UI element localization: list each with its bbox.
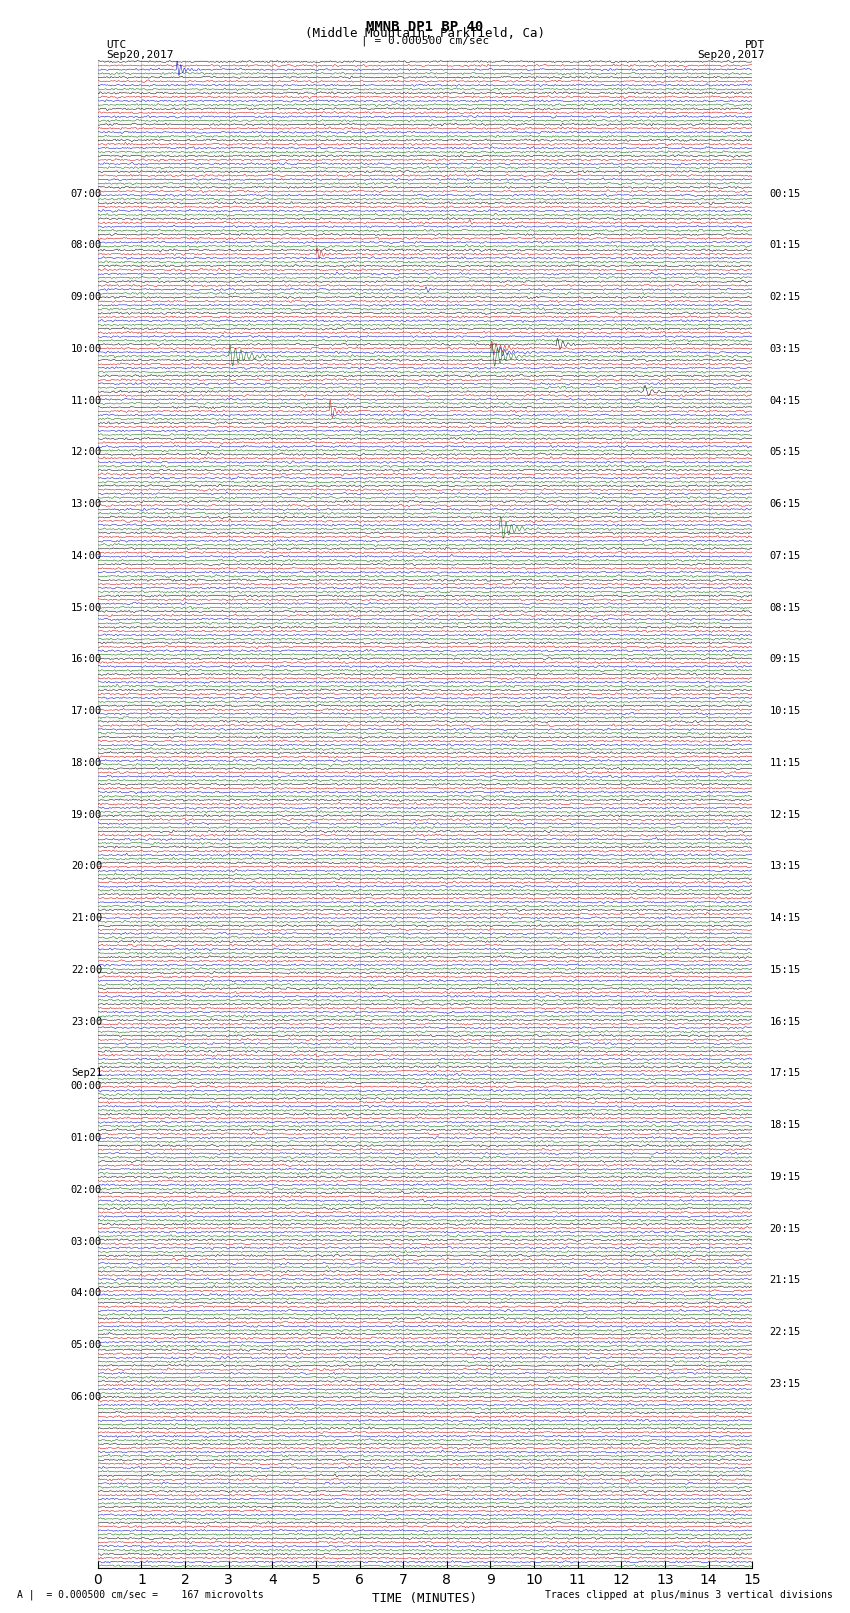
Text: 21:15: 21:15 [769, 1276, 801, 1286]
Text: 01:15: 01:15 [769, 240, 801, 250]
Text: 18:00: 18:00 [71, 758, 102, 768]
Text: 08:15: 08:15 [769, 603, 801, 613]
Text: 00:00: 00:00 [71, 1081, 102, 1092]
Text: 04:00: 04:00 [71, 1289, 102, 1298]
Text: Sep21: Sep21 [71, 1068, 102, 1079]
Text: 22:15: 22:15 [769, 1327, 801, 1337]
Text: MMNB DP1 BP 40: MMNB DP1 BP 40 [366, 19, 484, 34]
Text: 11:00: 11:00 [71, 395, 102, 405]
Text: 19:15: 19:15 [769, 1171, 801, 1182]
Text: 16:15: 16:15 [769, 1016, 801, 1026]
Text: 15:00: 15:00 [71, 603, 102, 613]
Text: Sep20,2017: Sep20,2017 [698, 50, 765, 60]
Text: 14:15: 14:15 [769, 913, 801, 923]
Text: 00:15: 00:15 [769, 189, 801, 198]
Text: 22:00: 22:00 [71, 965, 102, 974]
Text: 07:15: 07:15 [769, 550, 801, 561]
Text: 17:15: 17:15 [769, 1068, 801, 1079]
X-axis label: TIME (MINUTES): TIME (MINUTES) [372, 1592, 478, 1605]
Text: 13:00: 13:00 [71, 498, 102, 510]
Text: 14:00: 14:00 [71, 550, 102, 561]
Text: 18:15: 18:15 [769, 1119, 801, 1131]
Text: 05:00: 05:00 [71, 1340, 102, 1350]
Text: 20:15: 20:15 [769, 1224, 801, 1234]
Text: Sep20,2017: Sep20,2017 [106, 50, 173, 60]
Text: 17:00: 17:00 [71, 706, 102, 716]
Text: 06:15: 06:15 [769, 498, 801, 510]
Text: 12:00: 12:00 [71, 447, 102, 458]
Text: 23:00: 23:00 [71, 1016, 102, 1026]
Text: 13:15: 13:15 [769, 861, 801, 871]
Text: 04:15: 04:15 [769, 395, 801, 405]
Text: 01:00: 01:00 [71, 1132, 102, 1144]
Text: 08:00: 08:00 [71, 240, 102, 250]
Text: 19:00: 19:00 [71, 810, 102, 819]
Text: 03:00: 03:00 [71, 1237, 102, 1247]
Text: 02:15: 02:15 [769, 292, 801, 302]
Text: 02:00: 02:00 [71, 1186, 102, 1195]
Text: 11:15: 11:15 [769, 758, 801, 768]
Text: 05:15: 05:15 [769, 447, 801, 458]
Text: 10:00: 10:00 [71, 344, 102, 353]
Text: 09:00: 09:00 [71, 292, 102, 302]
Text: 20:00: 20:00 [71, 861, 102, 871]
Text: 23:15: 23:15 [769, 1379, 801, 1389]
Text: | = 0.000500 cm/sec: | = 0.000500 cm/sec [361, 35, 489, 47]
Text: A |  = 0.000500 cm/sec =    167 microvolts: A | = 0.000500 cm/sec = 167 microvolts [17, 1589, 264, 1600]
Text: Traces clipped at plus/minus 3 vertical divisions: Traces clipped at plus/minus 3 vertical … [545, 1590, 833, 1600]
Text: 03:15: 03:15 [769, 344, 801, 353]
Text: UTC: UTC [106, 40, 127, 50]
Text: 07:00: 07:00 [71, 189, 102, 198]
Text: 10:15: 10:15 [769, 706, 801, 716]
Text: 09:15: 09:15 [769, 655, 801, 665]
Text: 16:00: 16:00 [71, 655, 102, 665]
Text: 15:15: 15:15 [769, 965, 801, 974]
Text: (Middle Mountain, Parkfield, Ca): (Middle Mountain, Parkfield, Ca) [305, 27, 545, 40]
Text: 12:15: 12:15 [769, 810, 801, 819]
Text: 21:00: 21:00 [71, 913, 102, 923]
Text: PDT: PDT [745, 40, 765, 50]
Text: 06:00: 06:00 [71, 1392, 102, 1402]
